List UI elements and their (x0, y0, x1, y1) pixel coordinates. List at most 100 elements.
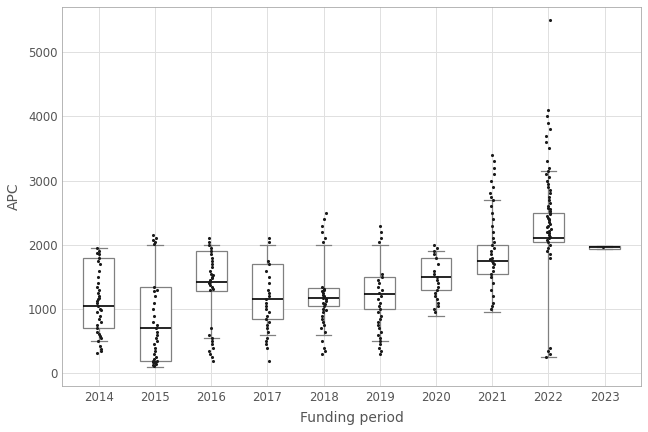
Point (375, 351, 385, 358)
Point (544, 174, 554, 181)
Point (373, 331, 383, 338)
Point (152, 328, 162, 335)
Point (206, 248, 216, 255)
Point (430, 293, 441, 300)
Point (152, 286, 162, 293)
Point (93, 338, 104, 345)
Point (376, 270, 387, 277)
Point (319, 286, 329, 293)
Point (207, 334, 218, 341)
Point (486, 193, 496, 200)
Point (148, 359, 159, 366)
Point (263, 328, 273, 335)
Point (92, 245, 102, 251)
Point (207, 254, 218, 261)
Point (319, 301, 330, 308)
Point (543, 106, 553, 113)
Point (485, 255, 496, 262)
Point (148, 306, 158, 313)
Point (487, 254, 497, 261)
Point (375, 315, 386, 322)
Point (206, 270, 216, 277)
Point (542, 158, 553, 165)
Point (543, 203, 553, 210)
Point (545, 251, 555, 258)
Point (541, 171, 551, 178)
Point (485, 306, 496, 313)
Point (318, 338, 328, 345)
Point (264, 235, 274, 242)
Point (430, 289, 441, 296)
Point (318, 216, 329, 222)
Point (487, 222, 498, 229)
Point (94, 254, 104, 261)
Point (207, 338, 218, 345)
Point (260, 341, 271, 348)
Point (486, 248, 496, 255)
Point (318, 285, 329, 292)
Point (317, 312, 327, 319)
Point (94, 286, 104, 293)
Point (207, 354, 218, 361)
Point (489, 158, 499, 165)
Point (544, 235, 554, 242)
Point (264, 357, 274, 364)
Point (321, 209, 331, 216)
Point (542, 238, 553, 245)
Point (205, 325, 216, 332)
Point (542, 236, 552, 243)
Point (373, 277, 383, 284)
Point (151, 235, 161, 242)
Point (544, 219, 555, 226)
Point (260, 302, 271, 309)
Point (95, 333, 105, 340)
Point (207, 273, 217, 280)
Point (148, 232, 158, 238)
Point (93, 293, 104, 300)
Point (206, 251, 216, 258)
Point (376, 328, 386, 335)
Point (94, 330, 104, 337)
Point (318, 351, 328, 358)
PathPatch shape (364, 277, 395, 309)
Point (95, 318, 106, 325)
Point (488, 299, 498, 306)
Point (318, 289, 328, 296)
Point (544, 209, 555, 216)
Point (544, 190, 555, 197)
Point (376, 229, 386, 235)
Point (376, 273, 387, 280)
Point (93, 267, 104, 274)
Point (320, 328, 330, 335)
PathPatch shape (139, 286, 170, 361)
Point (375, 235, 386, 242)
Point (432, 245, 442, 251)
Point (542, 248, 553, 255)
Point (544, 145, 554, 152)
Point (207, 344, 218, 351)
Point (373, 322, 384, 329)
Point (374, 280, 384, 287)
Point (542, 113, 552, 120)
Point (545, 254, 555, 261)
Point (542, 245, 553, 251)
Point (545, 187, 555, 194)
Point (151, 334, 161, 341)
Point (263, 286, 273, 293)
Point (375, 312, 386, 319)
Point (262, 334, 272, 341)
Point (373, 318, 383, 325)
PathPatch shape (477, 245, 507, 274)
Point (205, 281, 216, 288)
Point (488, 264, 498, 271)
Point (376, 347, 386, 354)
Point (92, 299, 102, 306)
Point (150, 347, 160, 354)
PathPatch shape (421, 257, 452, 290)
Point (204, 280, 214, 287)
Point (93, 273, 104, 280)
Point (373, 283, 384, 290)
PathPatch shape (533, 213, 564, 241)
Point (487, 257, 498, 264)
PathPatch shape (196, 251, 227, 291)
